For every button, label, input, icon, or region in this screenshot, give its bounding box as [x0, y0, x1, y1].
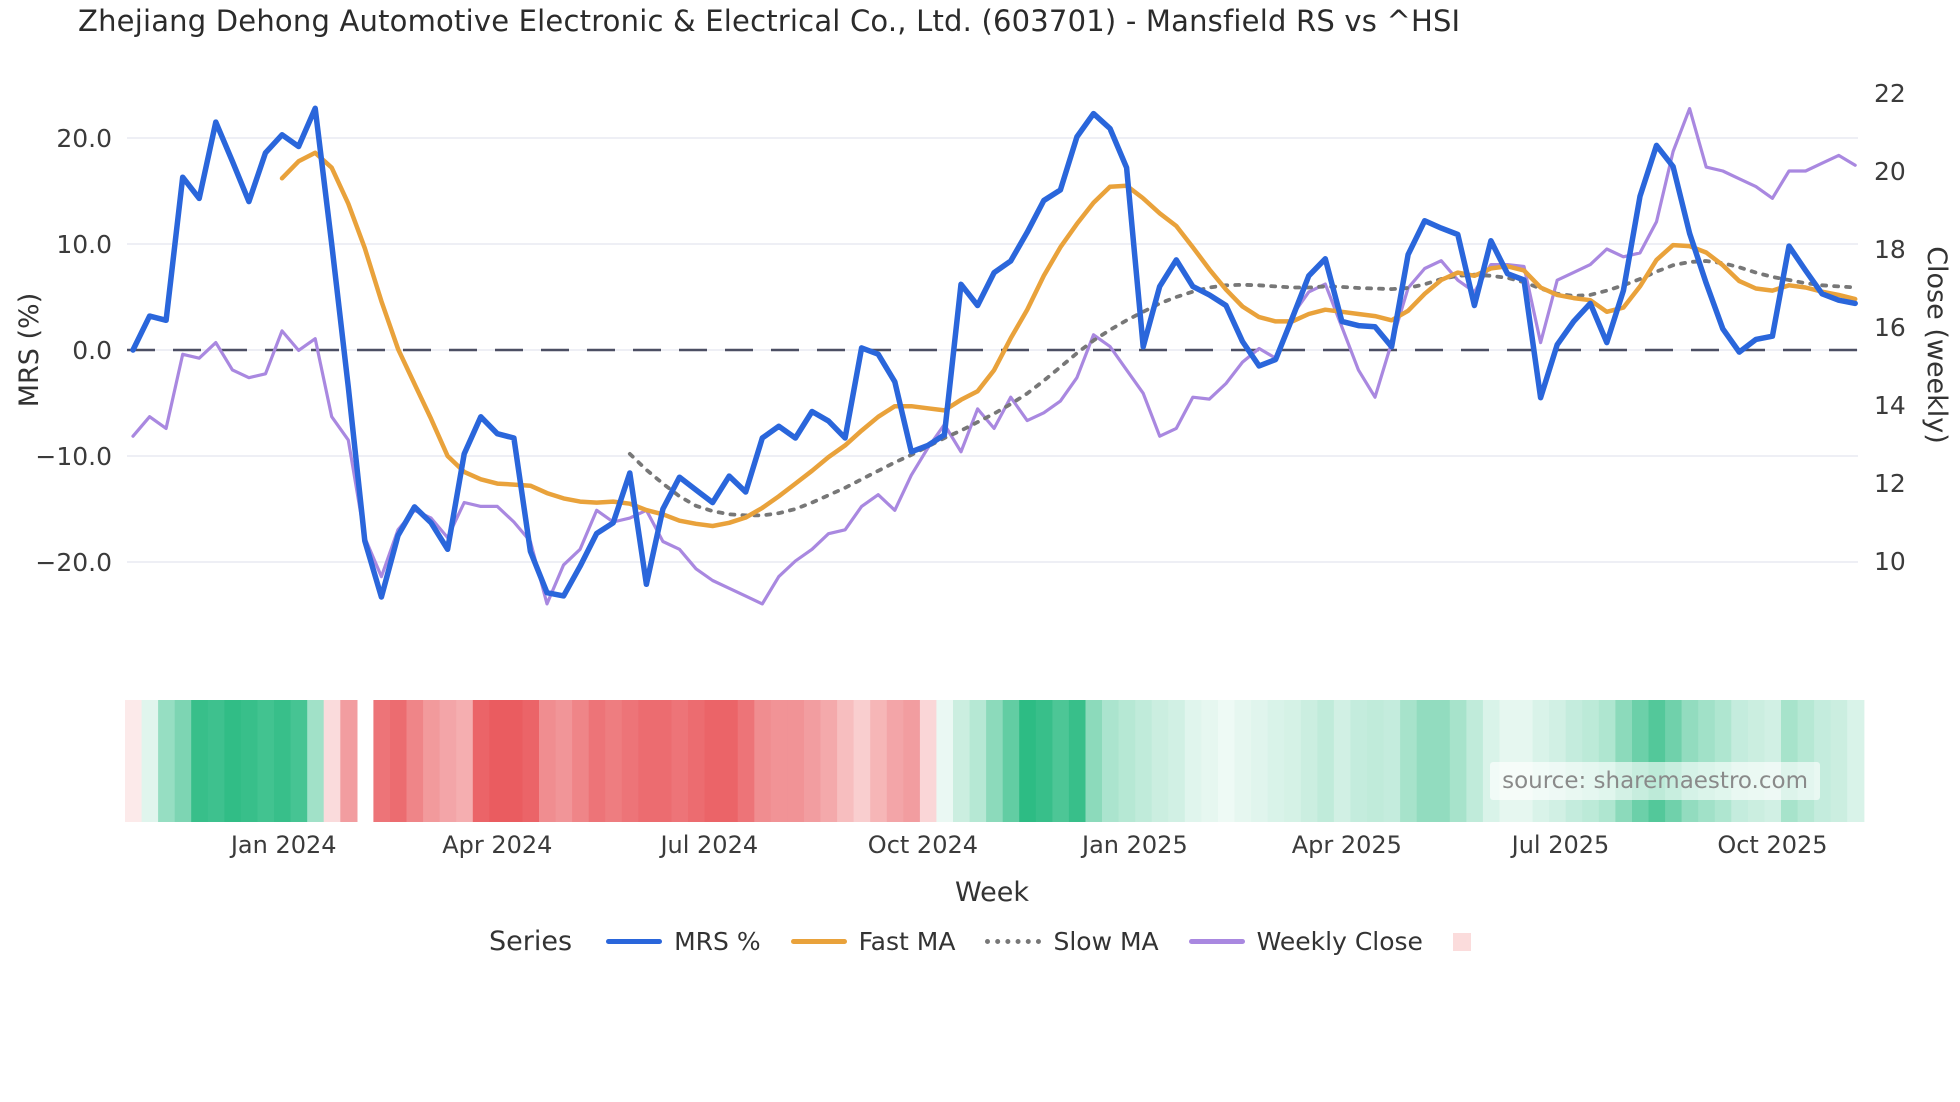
gridlines — [127, 137, 1858, 563]
source-watermark: source: sharemaestro.com — [1490, 762, 1820, 800]
fast-ma-line-swatch-icon — [790, 939, 847, 944]
y-left-tick-labels: 20.0 10.0 0.0 −10.0 −20.0 — [35, 124, 112, 577]
svg-text:20: 20 — [1874, 157, 1906, 186]
heatmap-strip — [125, 700, 1865, 822]
weekly-close-line-swatch-icon — [1188, 939, 1245, 944]
svg-text:MRS (%): MRS (%) — [14, 293, 45, 408]
svg-text:10: 10 — [1874, 547, 1906, 576]
legend-title: Series — [489, 926, 573, 957]
legend: Series MRS % Fast MA Slow MA Weekly Clos… — [0, 926, 1960, 957]
svg-text:Oct 2025: Oct 2025 — [1717, 831, 1827, 859]
heatmap-swatch-icon — [1452, 932, 1471, 951]
legend-item-mrs: MRS % — [606, 927, 761, 956]
svg-text:Jul 2025: Jul 2025 — [1510, 831, 1610, 859]
legend-item-heatmap — [1452, 932, 1471, 951]
mrs-line-swatch-icon — [606, 939, 663, 944]
legend-item-fast-ma: Fast MA — [790, 927, 956, 956]
series-weekly-close — [131, 106, 1857, 606]
svg-text:20.0: 20.0 — [56, 124, 112, 153]
svg-text:12: 12 — [1874, 469, 1906, 498]
svg-text:18: 18 — [1874, 235, 1906, 264]
page-title: Zhejiang Dehong Automotive Electronic & … — [78, 4, 1461, 38]
svg-text:14: 14 — [1874, 391, 1906, 420]
svg-text:0.0: 0.0 — [72, 336, 112, 365]
svg-text:−20.0: −20.0 — [35, 548, 112, 577]
legend-item-slow-ma: Slow MA — [985, 927, 1159, 956]
svg-text:16: 16 — [1874, 313, 1906, 342]
svg-text:Apr 2025: Apr 2025 — [1292, 831, 1402, 859]
slow-ma-dotted-swatch-icon — [985, 939, 1042, 944]
svg-text:Jan 2024: Jan 2024 — [229, 831, 337, 859]
svg-text:Jul 2024: Jul 2024 — [658, 831, 758, 859]
svg-text:Close (weekly): Close (weekly) — [1921, 246, 1952, 444]
series-slow-ma — [627, 259, 1858, 518]
y-right-tick-labels: 22 20 18 16 14 12 10 — [1874, 79, 1906, 576]
svg-text:Jan 2025: Jan 2025 — [1080, 831, 1188, 859]
legend-label-fast-ma: Fast MA — [858, 927, 956, 956]
series-mrs- — [130, 105, 1858, 600]
svg-text:22: 22 — [1874, 79, 1906, 108]
svg-text:10.0: 10.0 — [56, 230, 112, 259]
svg-text:−10.0: −10.0 — [35, 442, 112, 471]
svg-text:Apr 2024: Apr 2024 — [442, 831, 552, 859]
y-left-axis-title: MRS (%) — [14, 293, 45, 408]
legend-item-weekly-close: Weekly Close — [1188, 927, 1423, 956]
series-fast-ma — [279, 150, 1858, 529]
legend-label-mrs: MRS % — [674, 927, 761, 956]
x-axis-title: Week — [955, 877, 1029, 908]
svg-text:Oct 2024: Oct 2024 — [868, 831, 978, 859]
x-tick-labels: Jan 2024 Apr 2024 Jul 2024 Oct 2024 Jan 2025… — [229, 831, 1828, 859]
y-right-axis-title: Close (weekly) — [1921, 246, 1952, 444]
legend-label-slow-ma: Slow MA — [1053, 927, 1159, 956]
legend-label-weekly-close: Weekly Close — [1256, 927, 1423, 956]
svg-text:Week: Week — [955, 877, 1029, 908]
